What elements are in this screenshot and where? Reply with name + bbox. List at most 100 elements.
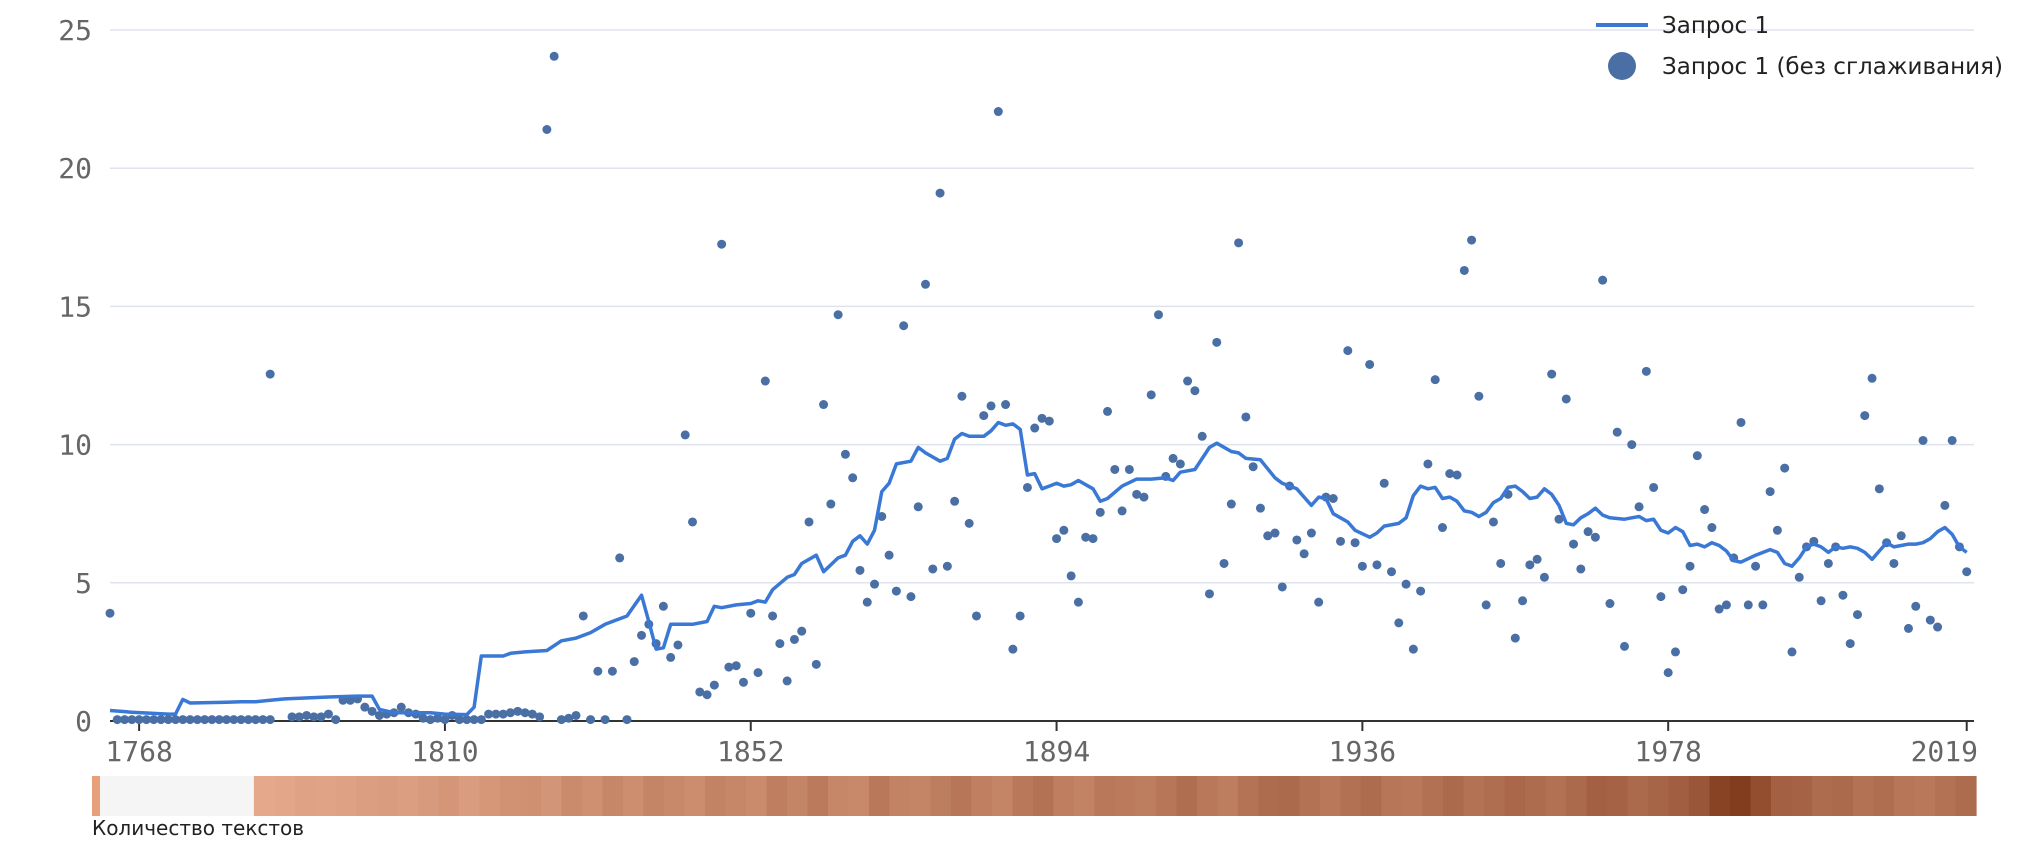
line-series xyxy=(109,420,1968,717)
strip-cell-55 xyxy=(1381,776,1403,816)
legend[interactable]: Запрос 1 Запрос 1 (без сглаживания) xyxy=(1596,13,2003,80)
legend-line-label[interactable]: Запрос 1 xyxy=(1662,13,1769,39)
scatter-point-60 xyxy=(549,51,559,61)
strip-cell-79 xyxy=(1873,776,1895,816)
scatter-point-69 xyxy=(615,553,625,563)
scatter-point-235 xyxy=(1823,558,1833,568)
scatter-point-124 xyxy=(1015,611,1025,621)
scatter-point-194 xyxy=(1525,560,1535,570)
scatter-point-249 xyxy=(1925,615,1935,625)
scatter-point-99 xyxy=(833,310,843,320)
scatter-point-171 xyxy=(1357,561,1367,571)
strip-cell-66 xyxy=(1606,776,1629,816)
scatter-point-231 xyxy=(1794,572,1804,582)
scatter-point-165 xyxy=(1314,597,1324,607)
scatter-point-70 xyxy=(622,715,632,725)
strip-cell-77 xyxy=(1832,776,1854,816)
scatter-point-117 xyxy=(964,518,974,528)
scatter-point-221 xyxy=(1721,600,1731,610)
scatter-point-55 xyxy=(513,706,523,716)
scatter-point-204 xyxy=(1598,275,1608,285)
strip-cell-36 xyxy=(991,776,1014,816)
scatter-point-240 xyxy=(1860,411,1870,421)
scatter-point-53 xyxy=(498,709,508,719)
x-tick-label-1894: 1894 xyxy=(1023,735,1090,768)
scatter-point-250 xyxy=(1933,622,1943,632)
scatter-point-228 xyxy=(1772,525,1782,535)
strip-cell-46 xyxy=(1196,776,1219,816)
scatter-point-147 xyxy=(1183,376,1193,386)
scatter-point-88 xyxy=(753,668,763,678)
scatter-point-97 xyxy=(819,400,829,410)
scatter-point-10 xyxy=(178,715,188,725)
scatter-point-209 xyxy=(1634,502,1644,512)
scatter-point-169 xyxy=(1343,346,1353,356)
scatter-point-122 xyxy=(1001,400,1011,410)
y-axis-ticks: 0 5 10 15 20 25 xyxy=(58,14,92,738)
scatter-point-212 xyxy=(1656,592,1666,602)
y-tick-label-20: 20 xyxy=(58,152,92,185)
legend-dot-swatch xyxy=(1608,52,1636,80)
scatter-point-67 xyxy=(600,715,610,725)
scatter-point-145 xyxy=(1168,453,1178,463)
scatter-point-146 xyxy=(1175,459,1185,469)
scatter-point-44 xyxy=(433,713,443,723)
scatter-point-107 xyxy=(891,586,901,596)
legend-dot-label[interactable]: Запрос 1 (без сглаживания) xyxy=(1662,54,2003,80)
scatter-point-158 xyxy=(1263,531,1273,541)
scatter-point-174 xyxy=(1379,478,1389,488)
scatter-point-9 xyxy=(171,715,181,725)
strip-cell-10 xyxy=(458,776,481,816)
scatter-point-47 xyxy=(455,715,464,725)
strip-cell-31 xyxy=(889,776,911,816)
strip-cell-41 xyxy=(1094,776,1116,816)
scatter-point-52 xyxy=(491,709,501,719)
scatter-point-198 xyxy=(1554,514,1564,524)
scatter-point-86 xyxy=(738,677,748,687)
scatter-point-48 xyxy=(462,715,472,725)
scatter-point-104 xyxy=(870,579,880,589)
scatter-point-12 xyxy=(192,715,202,725)
scatter-point-247 xyxy=(1911,601,1921,611)
scatter-point-3 xyxy=(127,715,137,725)
scatter-point-65 xyxy=(586,715,596,725)
scatter-point-206 xyxy=(1612,427,1622,437)
scatter-point-224 xyxy=(1743,600,1753,610)
scatter-point-226 xyxy=(1758,600,1768,610)
scatter-point-92 xyxy=(782,676,792,686)
scatter-point-66 xyxy=(593,666,603,676)
x-tick-label-1852: 1852 xyxy=(717,735,784,768)
scatter-point-15 xyxy=(214,715,224,725)
scatter-point-22 xyxy=(265,715,275,725)
strip-cell-52 xyxy=(1319,776,1342,816)
scatter-point-127 xyxy=(1037,413,1047,423)
strip-cell-7 xyxy=(397,776,419,816)
strip-cell-63 xyxy=(1545,776,1567,816)
scatter-point-205 xyxy=(1605,599,1615,609)
scatter-point-7 xyxy=(156,715,166,725)
scatter-point-180 xyxy=(1423,459,1433,469)
scatter-point-39 xyxy=(396,702,406,712)
scatter-point-216 xyxy=(1685,561,1695,571)
strip-cell-12 xyxy=(499,776,522,816)
scatter-point-29 xyxy=(323,709,333,719)
scatter-point-170 xyxy=(1350,538,1360,548)
strip-cell-43 xyxy=(1135,776,1157,816)
scatter-point-2 xyxy=(120,715,130,725)
scatter-point-59 xyxy=(542,125,552,135)
scatter-point-203 xyxy=(1590,532,1600,542)
scatter-point-19 xyxy=(243,715,253,725)
strip-cell-75 xyxy=(1791,776,1813,816)
scatter-point-207 xyxy=(1620,641,1629,651)
scatter-point-105 xyxy=(877,511,887,521)
scatter-point-141 xyxy=(1139,492,1149,502)
scatter-point-114 xyxy=(942,561,952,571)
strip-cell-20 xyxy=(663,776,686,816)
scatter-point-120 xyxy=(986,401,996,411)
scatter-point-131 xyxy=(1066,571,1076,581)
scatter-point-230 xyxy=(1787,647,1797,657)
scatter-point-63 xyxy=(571,710,581,720)
scatter-point-72 xyxy=(637,630,647,640)
scatter-point-154 xyxy=(1234,238,1244,248)
scatter-point-142 xyxy=(1146,390,1156,400)
